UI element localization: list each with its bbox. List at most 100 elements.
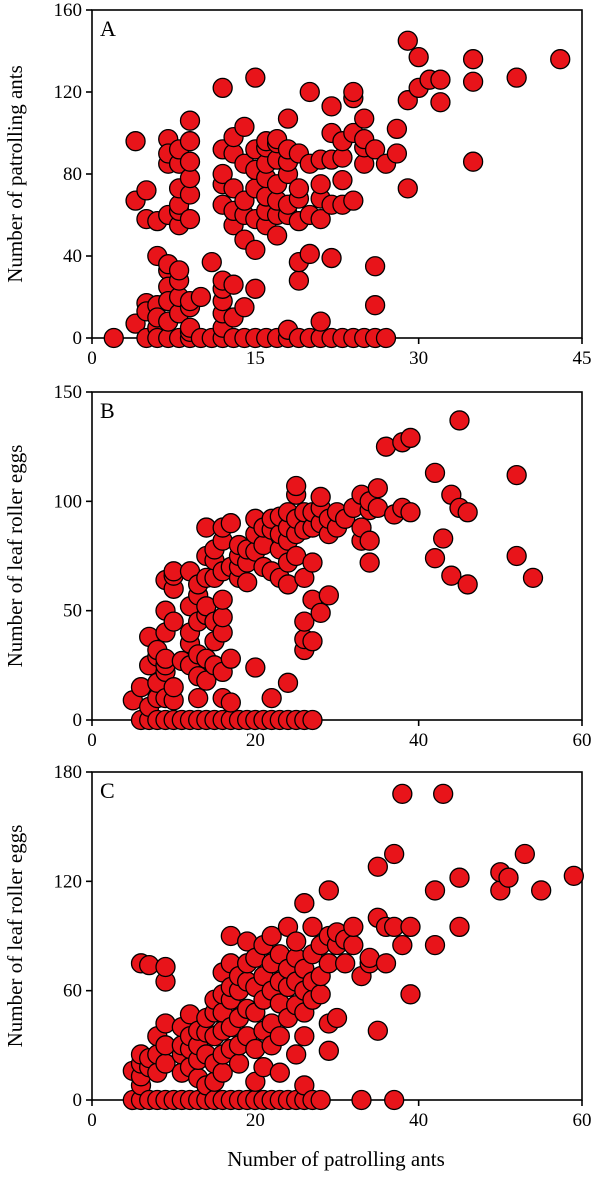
data-point-a-158 [397, 30, 418, 51]
data-point-b-70 [220, 513, 241, 534]
y-tick-label-b-2: 100 [54, 491, 83, 512]
data-point-a-164 [462, 151, 484, 172]
data-point-c-109 [286, 931, 307, 952]
data-point-c-105 [286, 1044, 307, 1065]
data-point-a-50 [201, 251, 222, 273]
data-point-a-163 [430, 69, 451, 90]
data-point-a-64 [223, 274, 244, 295]
data-point-b-100 [277, 672, 299, 693]
data-point-b-90 [261, 687, 282, 709]
x-tick-label-c-0: 0 [87, 1110, 97, 1131]
data-point-a-29 [168, 260, 190, 281]
data-point-b-154 [441, 565, 462, 586]
data-point-a-152 [375, 327, 397, 349]
data-point-b-150 [400, 427, 421, 449]
x-axis-label: Number of patrolling ants [227, 1147, 445, 1171]
y-tick-label-a-0: 0 [73, 328, 83, 349]
data-point-c-151 [392, 783, 413, 805]
data-point-a-125 [310, 174, 331, 195]
data-point-b-77 [237, 572, 258, 593]
data-point-a-71 [234, 297, 255, 318]
data-point-c-156 [433, 783, 454, 805]
x-tick-label-b-1: 20 [246, 730, 265, 751]
y-tick-label-a-3: 120 [54, 82, 83, 103]
data-point-a-135 [332, 169, 353, 191]
data-point-c-95 [269, 1026, 290, 1047]
data-point-a-155 [386, 118, 408, 140]
data-point-a-123 [310, 208, 331, 230]
x-tick-label-b-3: 60 [573, 730, 592, 751]
data-point-c-123 [310, 984, 331, 1005]
data-point-c-21 [155, 956, 176, 978]
data-point-b-122 [302, 552, 323, 573]
data-point-a-94 [266, 225, 288, 246]
data-point-c-150 [392, 934, 413, 956]
data-point-c-92 [261, 925, 282, 947]
x-tick-label-b-0: 0 [87, 730, 97, 751]
data-point-a-165 [462, 71, 484, 92]
data-point-c-149 [384, 843, 405, 865]
data-point-c-64 [228, 1053, 250, 1074]
panel-letter-c: C [100, 778, 115, 803]
x-tick-label-b-2: 40 [409, 730, 428, 751]
data-point-a-167 [506, 67, 527, 88]
data-point-b-153 [433, 528, 454, 549]
data-point-b-161 [506, 464, 527, 486]
panel-letter-b: B [100, 398, 115, 423]
data-point-a-0 [103, 327, 124, 349]
data-point-c-116 [294, 893, 315, 914]
data-point-a-45 [179, 110, 201, 131]
data-point-a-78 [245, 278, 266, 299]
y-tick-label-b-0: 0 [73, 710, 83, 731]
data-point-a-44 [179, 131, 201, 152]
data-point-b-115 [294, 611, 315, 632]
data-point-b-152 [424, 462, 446, 484]
y-axis-label-a: Number of patrolling ants [3, 65, 27, 283]
plot-frame-c [91, 771, 583, 1101]
data-point-b-149 [400, 502, 421, 523]
data-point-b-162 [522, 567, 544, 589]
data-point-c-163 [531, 880, 552, 901]
data-point-a-59 [212, 77, 233, 99]
data-point-a-132 [321, 96, 342, 117]
data-point-a-84 [245, 67, 266, 88]
data-point-b-67 [220, 692, 241, 713]
panel-letter-a: A [100, 16, 116, 41]
y-tick-label-a-1: 40 [63, 246, 82, 267]
data-point-a-48 [190, 286, 212, 308]
panel-c: 0 20 40 60 0 60 120 180 C Number of leaf roller e… [3, 762, 592, 1131]
data-point-c-136 [343, 934, 364, 956]
x-tick-label-a-3: 45 [573, 348, 592, 369]
data-point-c-153 [400, 916, 421, 938]
data-point-b-160 [506, 545, 527, 567]
x-tick-label-a-2: 30 [409, 348, 428, 369]
y-axis-label-b: Number of leaf roller eggs [3, 445, 27, 668]
data-point-c-154 [424, 934, 446, 956]
data-point-a-108 [277, 108, 299, 129]
x-tick-label-c-2: 40 [409, 1110, 428, 1131]
data-point-a-122 [310, 311, 331, 332]
data-point-a-120 [299, 81, 320, 103]
data-point-a-154 [386, 143, 408, 164]
y-axis-label-c: Number of leaf roller eggs [3, 825, 27, 1048]
data-point-a-150 [364, 256, 386, 277]
y-tick-label-a-2: 80 [63, 164, 82, 185]
data-point-a-128 [321, 247, 342, 269]
x-tick-label-c-1: 20 [246, 1110, 265, 1131]
data-point-c-122 [310, 1089, 331, 1111]
data-point-a-117 [299, 243, 320, 265]
data-point-c-142 [367, 1020, 388, 1041]
data-point-a-110 [288, 270, 310, 291]
data-point-a-139 [343, 190, 364, 211]
data-point-b-125 [310, 602, 331, 624]
data-point-a-166 [462, 49, 484, 70]
data-point-b-61 [212, 607, 233, 628]
data-point-c-137 [343, 916, 364, 938]
data-point-b-140 [359, 530, 380, 551]
data-point-a-156 [397, 178, 418, 199]
data-point-c-112 [294, 1026, 315, 1047]
data-point-a-46 [179, 208, 201, 230]
data-point-a-142 [343, 81, 364, 103]
data-point-b-36 [188, 687, 209, 709]
